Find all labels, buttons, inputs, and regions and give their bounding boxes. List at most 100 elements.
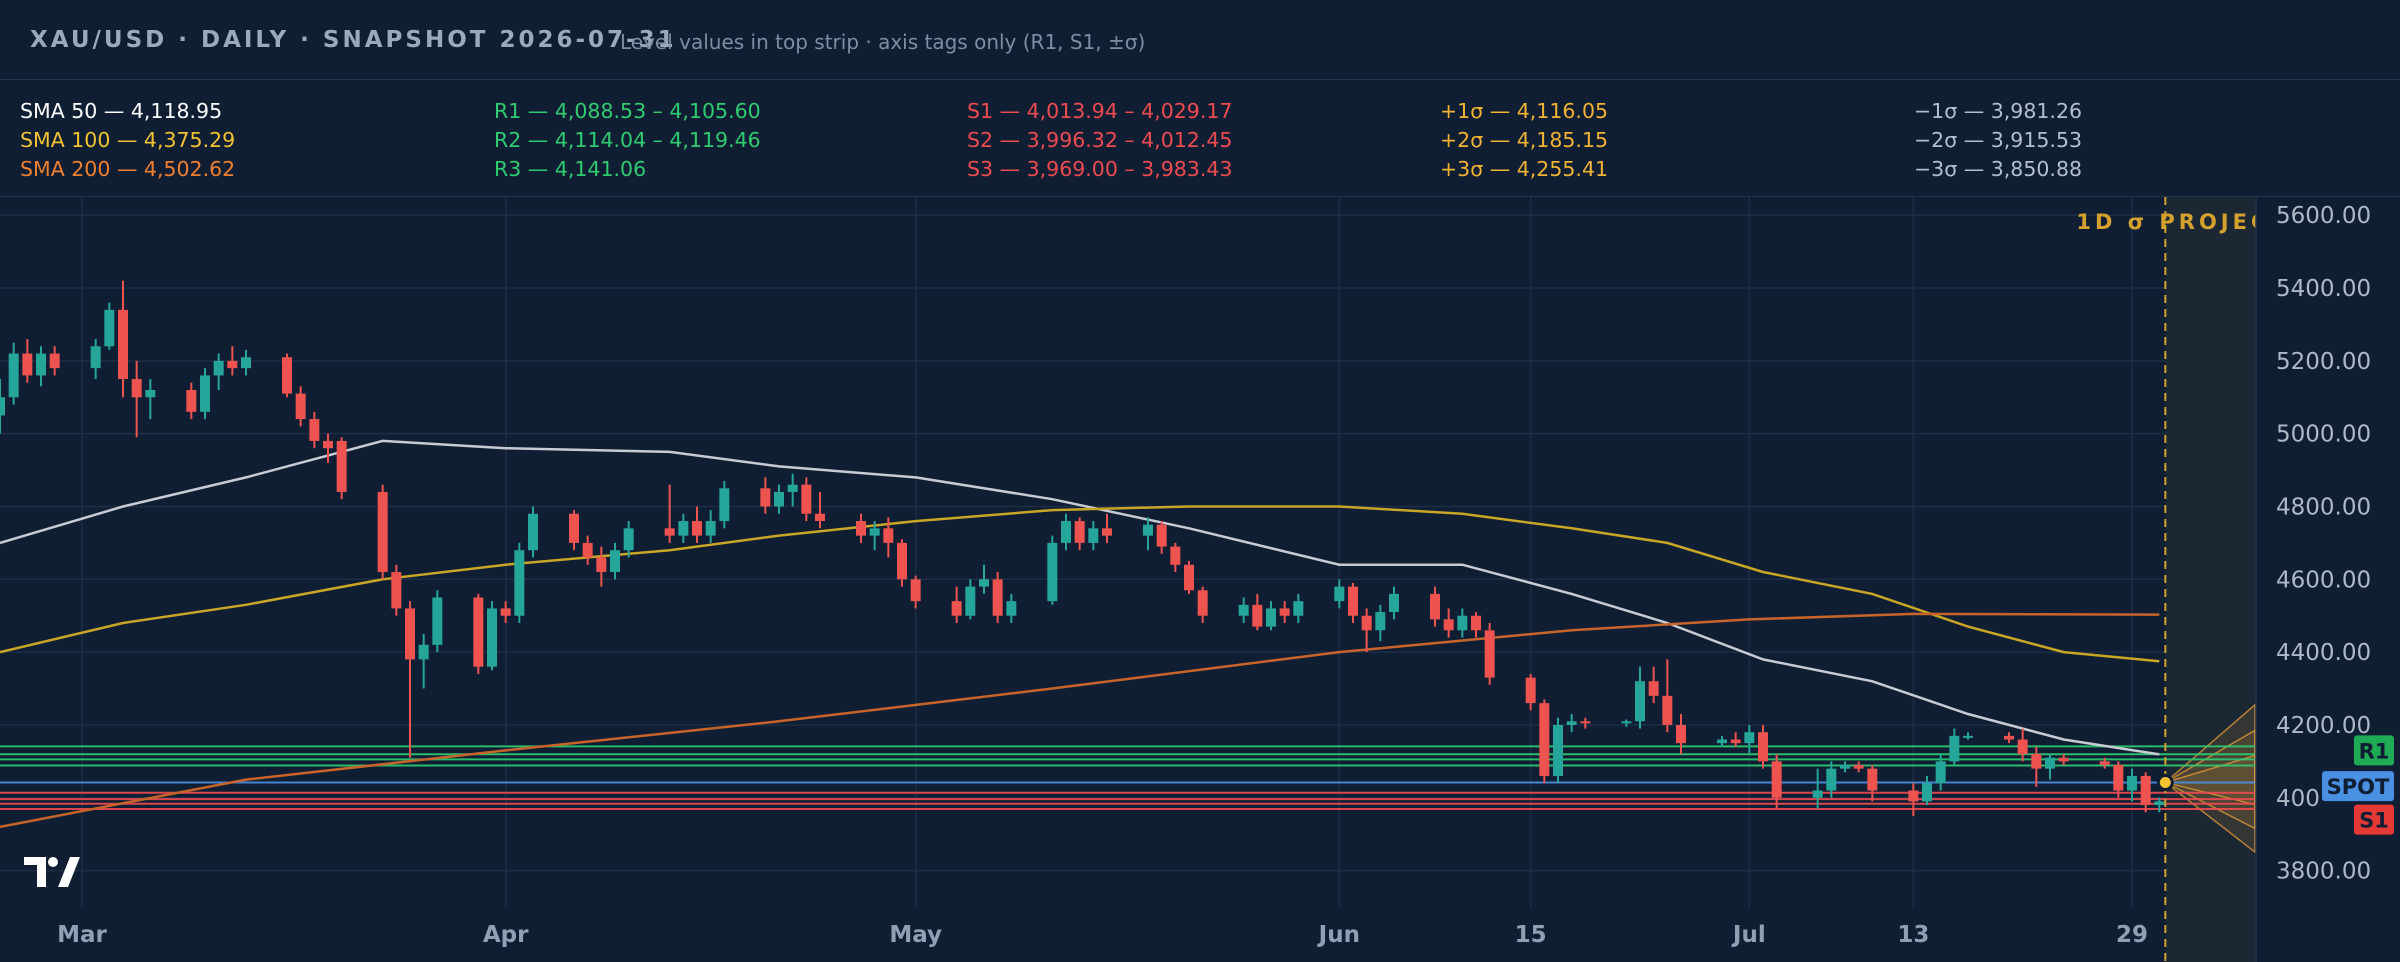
candle-body: [582, 542, 593, 558]
candle: [1074, 517, 1085, 551]
candle: [514, 542, 525, 623]
candle: [1580, 717, 1591, 729]
candle-body: [2099, 761, 2110, 765]
candle-body: [8, 353, 19, 398]
candle: [883, 517, 894, 558]
candle-body: [1648, 681, 1659, 696]
sigma-down-level-1: −1σ — 3,981.26: [1914, 99, 2083, 123]
sigma-down-level-3: −3σ — 3,850.88: [1914, 157, 2083, 181]
sigma-up-level-3: +3σ — 4,255.41: [1440, 157, 1609, 181]
candle: [1935, 754, 1946, 791]
chart-grid: [0, 197, 2255, 907]
candle-body: [1293, 601, 1304, 616]
candle: [1484, 623, 1495, 685]
candle-body: [623, 528, 634, 551]
candle: [1143, 517, 1153, 551]
candle-body: [1580, 721, 1591, 724]
candle: [1293, 593, 1304, 623]
candle: [309, 411, 320, 449]
levels-strip: SMA 50 — 4,118.95 SMA 100 — 4,375.29 SMA 2…: [0, 80, 2400, 197]
candle-body: [323, 440, 333, 449]
candle-body: [36, 353, 46, 376]
candle-body: [1457, 615, 1468, 631]
candle: [1566, 714, 1577, 733]
candle: [118, 280, 128, 398]
candle: [1758, 724, 1768, 769]
candle: [1389, 586, 1399, 620]
candle-body: [1047, 542, 1058, 602]
candle: [1156, 521, 1167, 554]
candle: [131, 360, 142, 438]
candle: [1717, 735, 1727, 747]
candle: [200, 368, 210, 420]
y-tick-label: 4800.00: [2276, 494, 2371, 520]
x-tick-label: Apr: [483, 922, 529, 948]
candle-body: [1963, 735, 1973, 738]
sma-line-1: [0, 439, 2160, 756]
tag-spot-label: SPOT: [2327, 775, 2390, 799]
candle: [1252, 593, 1263, 631]
candle-body: [1184, 564, 1194, 591]
x-tick-label: May: [889, 922, 942, 948]
candle-body: [2058, 757, 2069, 762]
candle: [1266, 601, 1276, 631]
y-tick-label: 4600.00: [2276, 567, 2371, 593]
candle-body: [692, 521, 702, 536]
candle: [951, 586, 962, 623]
candle-body: [2154, 801, 2165, 806]
candle-body: [1635, 681, 1645, 722]
candle-body: [1102, 528, 1112, 536]
candle: [432, 590, 443, 653]
candle: [569, 510, 579, 551]
candle-body: [2004, 735, 2014, 740]
candle-body: [528, 513, 538, 551]
candle-body: [405, 608, 415, 660]
candle-body: [1443, 619, 1454, 631]
candle-body: [1730, 739, 1741, 744]
candle-body: [186, 389, 197, 412]
candle: [295, 386, 306, 427]
y-tick-label: 400: [2276, 786, 2320, 812]
candle: [2154, 797, 2165, 813]
candle: [1361, 608, 1372, 653]
candle-body: [951, 601, 962, 616]
sigma-up-level-1: +1σ — 4,116.05: [1440, 99, 1609, 123]
candle: [1635, 666, 1645, 729]
resistance-level-2: R2 — 4,114.04 – 4,119.46: [494, 128, 761, 152]
candle: [1744, 724, 1755, 755]
x-tick-label: 29: [2116, 922, 2148, 948]
price-chart[interactable]: 1D σ PROJECTION 3800.004004200.004400.00…: [0, 197, 2400, 962]
candle: [1334, 579, 1345, 609]
candle: [582, 535, 593, 565]
candle: [2045, 754, 2055, 780]
candle-body: [897, 542, 907, 580]
candle: [2113, 761, 2124, 798]
candle-body: [664, 528, 675, 536]
candle-body: [1006, 601, 1017, 616]
candle-body: [801, 484, 812, 514]
candle-body: [610, 550, 620, 573]
sigma-up-levels-column: +1σ — 4,116.05 +2σ — 4,185.15 +3σ — 4,255.…: [1440, 97, 1608, 184]
sma-level-1: SMA 50 — 4,118.95: [20, 99, 223, 123]
candle: [2127, 768, 2137, 802]
candle-body: [1717, 739, 1727, 744]
candle-body: [719, 488, 730, 522]
candle: [473, 593, 484, 674]
candle: [910, 575, 921, 609]
candle: [869, 521, 880, 551]
candle-body: [1061, 521, 1071, 543]
candle-body: [90, 346, 101, 369]
candle: [596, 546, 607, 587]
candle-body: [2127, 775, 2137, 791]
candle-body: [1758, 732, 1768, 762]
candle: [1853, 761, 1864, 773]
candle: [0, 379, 5, 434]
candle-body: [1908, 790, 1919, 802]
candle-body: [678, 521, 689, 536]
candle: [705, 510, 716, 543]
candle-body: [336, 440, 347, 492]
candle-body: [1539, 703, 1550, 776]
candle: [528, 506, 538, 558]
candle-body: [295, 393, 306, 420]
candle: [186, 382, 197, 420]
